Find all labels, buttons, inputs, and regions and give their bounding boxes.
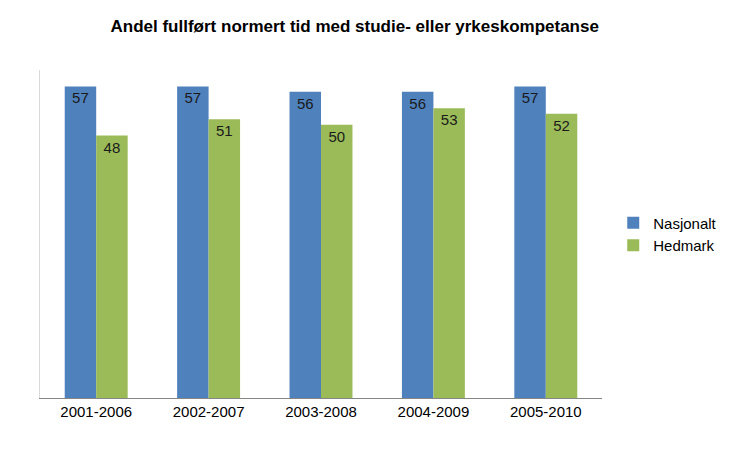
svg-text:2003-2008: 2003-2008 xyxy=(285,403,357,420)
svg-text:48: 48 xyxy=(104,139,121,156)
svg-text:52: 52 xyxy=(553,117,570,134)
svg-text:50: 50 xyxy=(328,128,345,145)
svg-text:2004-2009: 2004-2009 xyxy=(398,403,470,420)
svg-text:2002-2007: 2002-2007 xyxy=(173,403,245,420)
svg-text:53: 53 xyxy=(441,111,458,128)
svg-text:Nasjonalt: Nasjonalt xyxy=(653,215,716,232)
svg-text:56: 56 xyxy=(297,95,314,112)
svg-text:51: 51 xyxy=(216,122,233,139)
svg-text:57: 57 xyxy=(522,89,539,106)
svg-text:56: 56 xyxy=(409,95,426,112)
svg-text:2005-2010: 2005-2010 xyxy=(510,403,582,420)
svg-text:2001-2006: 2001-2006 xyxy=(60,403,132,420)
svg-text:57: 57 xyxy=(185,89,202,106)
svg-text:57: 57 xyxy=(72,89,89,106)
svg-text:Andel fullført normert tid med: Andel fullført normert tid med studie- e… xyxy=(111,17,599,36)
svg-text:Hedmark: Hedmark xyxy=(653,237,714,254)
